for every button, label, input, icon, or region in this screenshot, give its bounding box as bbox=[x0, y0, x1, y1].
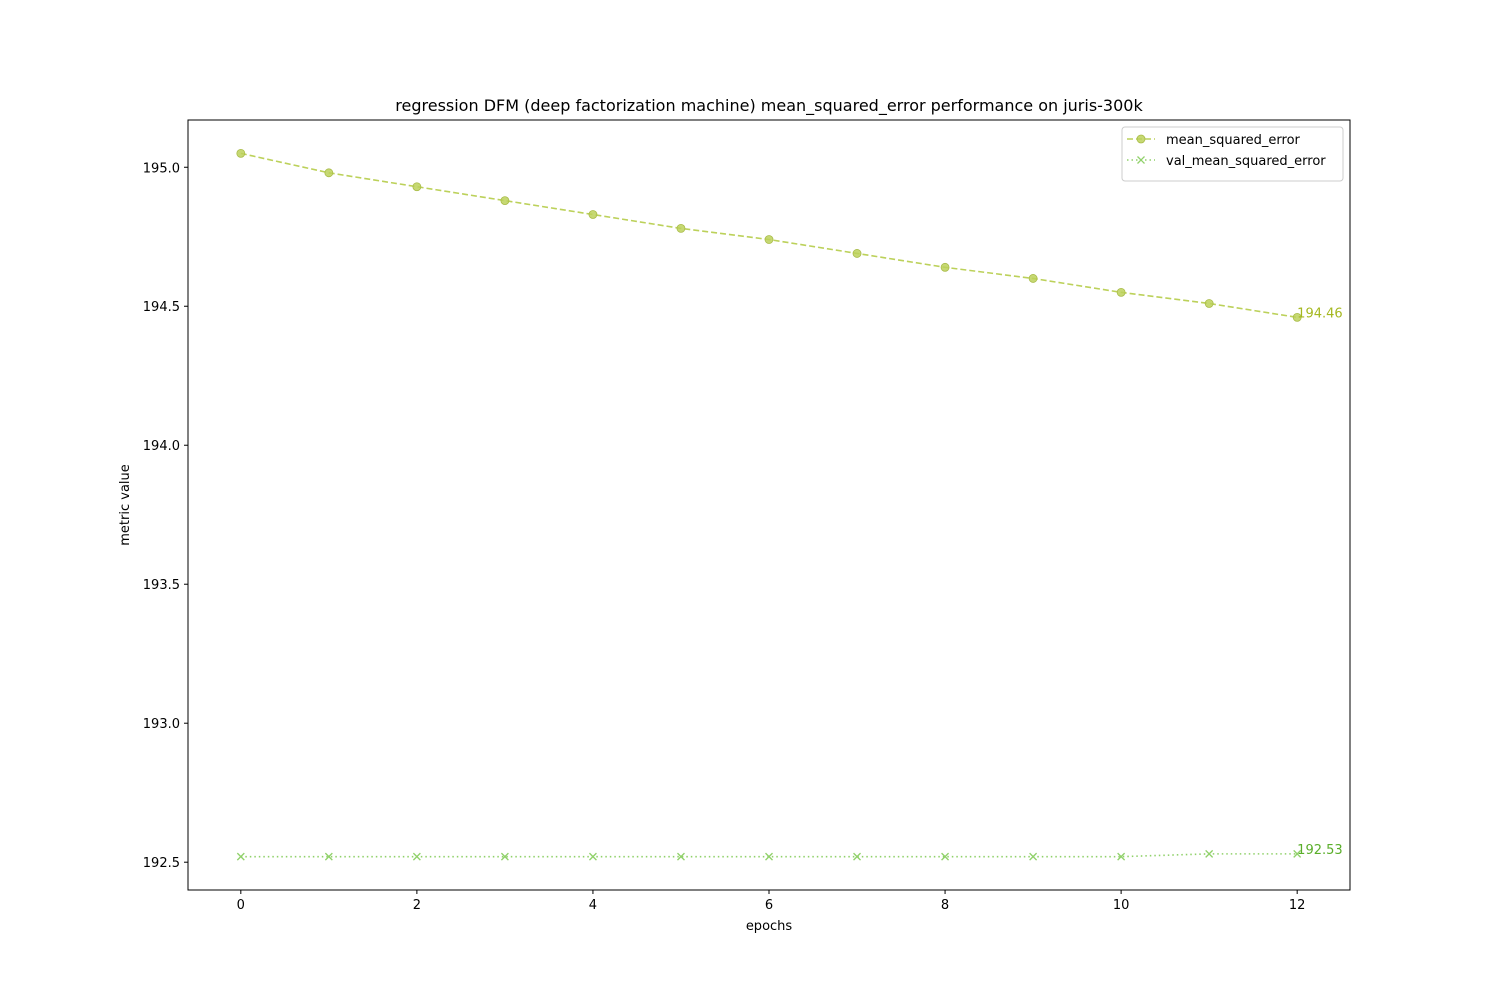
data-point bbox=[853, 852, 861, 861]
y-axis-label: metric value bbox=[118, 464, 133, 546]
data-point bbox=[412, 182, 422, 192]
x-marker-stroke bbox=[1205, 849, 1214, 858]
data-point bbox=[588, 852, 597, 861]
end-value-label: 194.46 bbox=[1297, 306, 1343, 321]
data-point bbox=[1028, 274, 1038, 283]
y-tick-label: 195.0 bbox=[143, 161, 180, 176]
x-marker-stroke bbox=[588, 852, 597, 861]
x-marker-stroke bbox=[941, 852, 950, 861]
x-marker-stroke bbox=[765, 852, 773, 861]
chart-title: regression DFM (deep factorization machi… bbox=[395, 96, 1143, 116]
x-tick-label: 0 bbox=[237, 898, 245, 913]
data-point bbox=[1204, 299, 1214, 308]
plot-area: 0 2 4 6 8 10 12 192.5 193.0 193.5 194.0 194.5 195.0 1… bbox=[143, 119, 1351, 913]
series-mean-squared-error: 194.46 bbox=[236, 148, 1343, 322]
x-marker-stroke bbox=[1137, 156, 1145, 164]
x-marker-stroke bbox=[677, 852, 685, 861]
data-point bbox=[236, 148, 246, 158]
y-tick-label: 193.0 bbox=[143, 717, 180, 732]
data-point bbox=[1117, 852, 1126, 861]
data-point bbox=[1116, 287, 1126, 297]
x-axis-label: epochs bbox=[746, 919, 793, 934]
end-value-label: 192.53 bbox=[1297, 843, 1343, 858]
legend-item: mean_squared_error bbox=[1127, 133, 1301, 148]
data-point bbox=[677, 852, 685, 861]
series-val-mean-squared-error: 192.53 bbox=[236, 843, 1343, 861]
data-point bbox=[500, 852, 509, 861]
data-point bbox=[852, 249, 862, 258]
x-marker-stroke bbox=[500, 852, 509, 861]
data-point bbox=[764, 235, 774, 244]
legend-label: mean_squared_error bbox=[1166, 133, 1301, 148]
data-point bbox=[1292, 312, 1302, 322]
data-point bbox=[1205, 849, 1214, 858]
x-marker-stroke bbox=[236, 852, 245, 861]
legend-item: val_mean_squared_error bbox=[1127, 154, 1326, 169]
data-point bbox=[236, 852, 245, 861]
x-marker-stroke bbox=[1117, 852, 1126, 861]
data-point bbox=[765, 852, 773, 861]
x-marker-stroke bbox=[853, 852, 861, 861]
legend-marker bbox=[1136, 134, 1146, 144]
x-tick-label: 6 bbox=[765, 898, 773, 913]
legend-marker bbox=[1137, 156, 1145, 164]
y-tick-label: 192.5 bbox=[143, 856, 180, 871]
data-point bbox=[324, 168, 334, 178]
data-point bbox=[1293, 849, 1302, 858]
x-marker-stroke bbox=[412, 852, 421, 861]
data-point bbox=[1029, 852, 1038, 861]
data-point bbox=[412, 852, 421, 861]
data-point bbox=[676, 224, 686, 233]
legend-label: val_mean_squared_error bbox=[1166, 154, 1326, 169]
x-marker-stroke bbox=[1293, 849, 1302, 858]
legend: mean_squared_error val_mean_squared_error bbox=[1121, 126, 1344, 182]
x-marker-stroke bbox=[324, 852, 333, 861]
data-point bbox=[941, 852, 950, 861]
y-tick-label: 193.5 bbox=[143, 578, 180, 593]
legend-frame bbox=[1121, 126, 1344, 182]
y-tick-label: 194.5 bbox=[143, 300, 180, 315]
data-point bbox=[588, 210, 598, 219]
data-point bbox=[500, 196, 510, 206]
data-point bbox=[940, 262, 950, 272]
x-tick-label: 12 bbox=[1289, 898, 1306, 913]
x-tick-label: 2 bbox=[413, 898, 421, 913]
data-point bbox=[324, 852, 333, 861]
y-tick-label: 194.0 bbox=[143, 439, 180, 454]
x-tick-label: 8 bbox=[941, 898, 949, 913]
x-tick-label: 4 bbox=[589, 898, 597, 913]
x-marker-stroke bbox=[1029, 852, 1038, 861]
x-tick-label: 10 bbox=[1113, 898, 1130, 913]
